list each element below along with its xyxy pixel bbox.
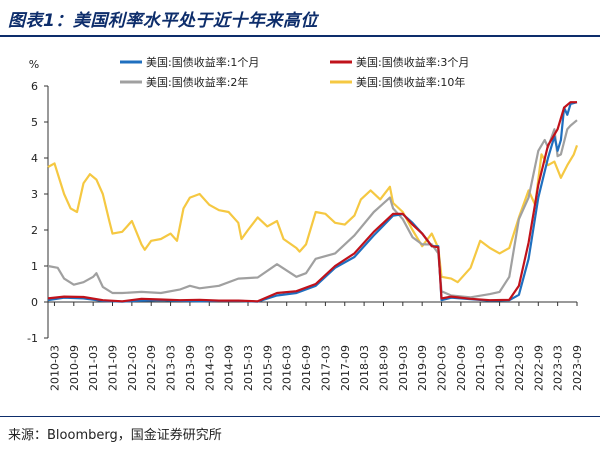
y-tick-label: 2 [31,224,38,237]
x-tick-label: 2019-09 [416,345,429,391]
source-divider [0,416,600,417]
y-tick-label: -1 [27,332,38,345]
y-tick-label: 6 [31,80,38,93]
x-tick-label: 2013-09 [184,345,197,391]
y-tick-label: 0 [31,296,38,309]
y-tick-label: 5 [31,116,38,129]
x-tick-label: 2011-09 [107,345,120,391]
title-divider [0,35,600,37]
y-tick-label: 4 [31,152,38,165]
y-tick-label: 1 [31,260,38,273]
series-line-1 [47,101,577,303]
x-tick-label: 2021-09 [494,345,507,391]
y-axis-label: % [29,58,39,71]
x-tick-label: 2023-03 [552,345,565,391]
x-tick-label: 2016-03 [281,345,294,391]
legend-label: 美国:国债收益率:1个月 [146,55,259,69]
legend-label: 美国:国债收益率:10年 [356,75,465,89]
series-line-0 [47,101,578,303]
series-line-3 [47,145,579,284]
x-tick-label: 2022-09 [532,345,545,391]
x-tick-label: 2020-03 [436,345,449,391]
x-tick-label: 2016-09 [300,345,313,391]
title-bar: 图表1：美国利率水平处于近十年来高位 [0,0,600,37]
x-tick-label: 2011-03 [87,345,100,391]
source-note: 来源：Bloomberg，国金证券研究所 [8,428,222,443]
x-tick-label: 2018-09 [377,345,390,391]
x-tick-label: 2014-03 [203,345,216,391]
legend-label: 美国:国债收益率:3个月 [356,55,469,69]
series-line-2 [47,119,578,299]
y-axis: -1 0 1 2 3 4 5 6 [27,80,49,345]
x-tick-label: 2023-09 [571,345,584,391]
x-tick-label: 2017-03 [319,345,332,391]
x-tick-label: 2013-03 [165,345,178,391]
chart-title: 图表1：美国利率水平处于近十年来高位 [8,11,318,31]
x-tick-label: 2019-03 [397,345,410,391]
x-tick-label: 2018-03 [358,345,371,391]
x-tick-label: 2015-03 [242,345,255,391]
x-tick-label: 2015-09 [261,345,274,391]
series-lines [47,101,579,303]
x-tick-label: 2021-03 [474,345,487,391]
x-tick-label: 2012-09 [145,345,158,391]
legend-label: 美国:国债收益率:2年 [146,75,248,89]
x-tick-label: 2020-09 [455,345,468,391]
x-tick-label: 2014-09 [223,345,236,391]
x-tick-label: 2012-03 [126,345,139,391]
x-tick-label: 2017-09 [339,345,352,391]
x-axis: 2010-03 2010-09 2011-03 2011-09 2012-03 2012-… [48,301,584,391]
x-tick-label: 2022-03 [513,345,526,391]
y-tick-label: 3 [31,188,38,201]
x-tick-label: 2010-09 [68,345,81,391]
x-tick-label: 2010-03 [48,345,61,391]
